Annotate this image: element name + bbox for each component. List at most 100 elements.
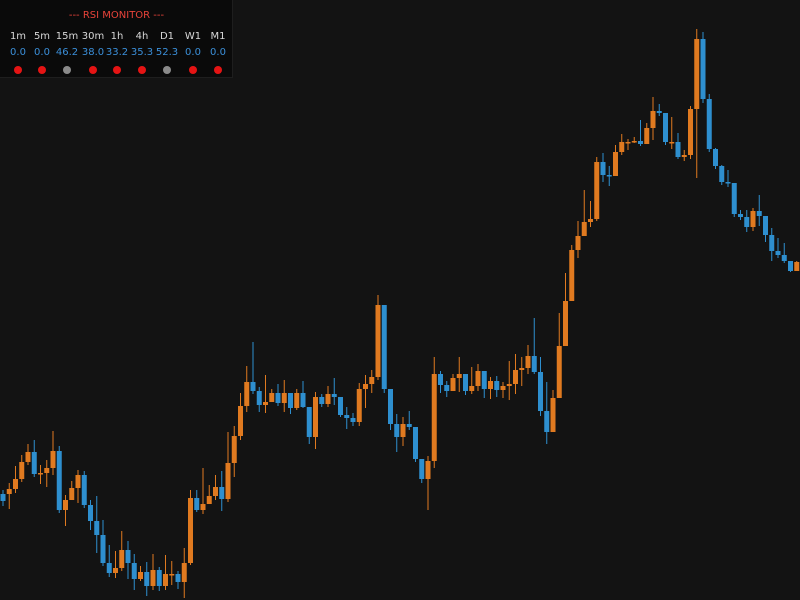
- rsi-value: 38.0: [81, 47, 105, 58]
- timeframe-label: 1h: [110, 31, 124, 42]
- candle-body: [313, 397, 318, 437]
- candle: [663, 113, 668, 145]
- candle: [675, 133, 681, 159]
- candle-body: [131, 563, 137, 579]
- candle: [31, 440, 37, 477]
- candle: [175, 571, 181, 589]
- candle: [500, 382, 506, 398]
- candle-body: [588, 219, 593, 222]
- candle-body: [513, 370, 518, 384]
- candle-body: [644, 128, 650, 144]
- candle: [481, 371, 487, 398]
- candle-body: [144, 572, 150, 586]
- candle: [725, 170, 731, 187]
- candle-body: [419, 459, 425, 479]
- timeframe-label: 4h: [135, 31, 149, 42]
- candle-body: [263, 402, 268, 405]
- candle: [238, 393, 243, 440]
- candle-body: [13, 479, 18, 489]
- status-dot-icon: [189, 66, 197, 74]
- candle-body: [619, 142, 625, 152]
- candle: [744, 210, 750, 232]
- candle-body: [775, 251, 781, 255]
- candle-body: [400, 424, 406, 437]
- candle: [750, 208, 756, 231]
- candle-body: [769, 235, 775, 251]
- candle-body: [438, 374, 443, 385]
- candle-body: [756, 211, 762, 216]
- candle-body: [763, 216, 768, 235]
- candle-body: [156, 570, 162, 586]
- candle-body: [238, 406, 243, 436]
- candle: [138, 566, 143, 581]
- candle-body: [481, 371, 487, 389]
- candle: [775, 238, 781, 258]
- candle-body: [425, 461, 431, 479]
- candle: [188, 490, 193, 565]
- timeframe-label: W1: [184, 31, 202, 42]
- candle-body: [344, 415, 350, 418]
- candle-body: [488, 381, 493, 389]
- candle: [688, 106, 693, 159]
- candle-body: [375, 305, 381, 377]
- candle-body: [288, 393, 293, 408]
- candle: [694, 29, 700, 178]
- candle-body: [431, 374, 437, 461]
- candle-body: [731, 183, 737, 214]
- candle-body: [6, 489, 12, 494]
- candle: [263, 375, 268, 413]
- candle: [119, 531, 125, 571]
- candle-body: [294, 393, 300, 408]
- candle-body: [388, 389, 393, 424]
- candle: [556, 313, 562, 398]
- candle-body: [19, 462, 25, 479]
- candle: [131, 554, 137, 590]
- candle-body: [381, 305, 387, 389]
- rsi-value: 0.0: [210, 47, 226, 58]
- candle: [563, 273, 568, 346]
- candle: [206, 485, 212, 504]
- rsi-value: 46.2: [55, 47, 79, 58]
- candle: [363, 375, 368, 408]
- candle: [331, 378, 337, 405]
- candle-body: [794, 262, 800, 271]
- status-dot-icon: [89, 66, 97, 74]
- candle-body: [500, 386, 506, 390]
- candle-body: [31, 452, 37, 474]
- candle: [706, 94, 712, 152]
- candle-body: [706, 99, 712, 149]
- candle-body: [75, 475, 81, 488]
- candle-body: [319, 397, 325, 404]
- candle-body: [406, 424, 412, 427]
- candle: [456, 357, 462, 392]
- candle-body: [650, 111, 656, 128]
- candle: [550, 390, 556, 432]
- timeframe-label: M1: [210, 31, 226, 42]
- candle: [13, 466, 18, 493]
- candle: [513, 354, 518, 394]
- candle-body: [363, 384, 368, 389]
- candle: [6, 483, 12, 509]
- candle-body: [69, 488, 75, 500]
- candle-body: [713, 149, 718, 166]
- candle-body: [219, 487, 225, 499]
- candle: [681, 150, 687, 161]
- candle-body: [563, 301, 568, 346]
- candle-body: [575, 236, 581, 250]
- candle-body: [594, 162, 600, 219]
- candle: [494, 376, 500, 397]
- candle-body: [413, 427, 418, 459]
- status-dot-icon: [163, 66, 171, 74]
- candle: [388, 389, 393, 430]
- candle-body: [606, 175, 612, 177]
- candle: [281, 380, 287, 412]
- candle-body: [338, 397, 343, 415]
- candle: [350, 413, 356, 426]
- candle-body: [138, 572, 143, 579]
- rsi-value: 33.2: [105, 47, 129, 58]
- candle: [406, 411, 412, 430]
- candle: [38, 465, 43, 484]
- candle-body: [225, 463, 231, 499]
